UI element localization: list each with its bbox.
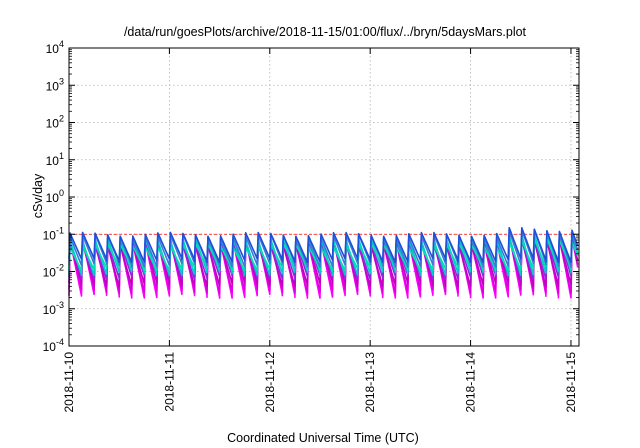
- y-tick-label: 10-1: [43, 225, 64, 242]
- y-tick-label: 10-4: [43, 337, 64, 354]
- x-tick-label: 2018-11-13: [363, 352, 377, 413]
- y-axis: 10-4 10-3 10-2 10-1 100 101 102 103 104: [43, 39, 579, 354]
- y-tick-label: 104: [46, 39, 64, 56]
- x-tick-label: 2018-11-15: [564, 352, 578, 413]
- grid: [69, 48, 579, 346]
- x-tick-label: 2018-11-10: [62, 352, 76, 413]
- y-tick-label: 10-2: [43, 263, 64, 280]
- series-line: [68, 238, 579, 272]
- y-axis-title: cSv/day: [31, 173, 45, 218]
- y-tick-label: 101: [46, 151, 64, 168]
- y-tick-label: 102: [46, 114, 64, 131]
- x-tick-label: 2018-11-11: [162, 352, 176, 412]
- y-tick-label: 100: [46, 188, 64, 205]
- series-line: [68, 228, 579, 268]
- series-group: [68, 226, 579, 299]
- x-tick-label: 2018-11-12: [263, 352, 277, 413]
- y-tick-label: 10-3: [43, 300, 64, 317]
- chart-title: /data/run/goesPlots/archive/2018-11-15/0…: [124, 25, 527, 39]
- series-line: [68, 226, 579, 264]
- y-tick-label: 103: [46, 76, 64, 93]
- x-tick-label: 2018-11-14: [464, 352, 478, 413]
- x-axis: 2018-11-10 2018-11-11 2018-11-12 2018-11-13…: [62, 48, 578, 413]
- x-axis-title: Coordinated Universal Time (UTC): [227, 431, 419, 445]
